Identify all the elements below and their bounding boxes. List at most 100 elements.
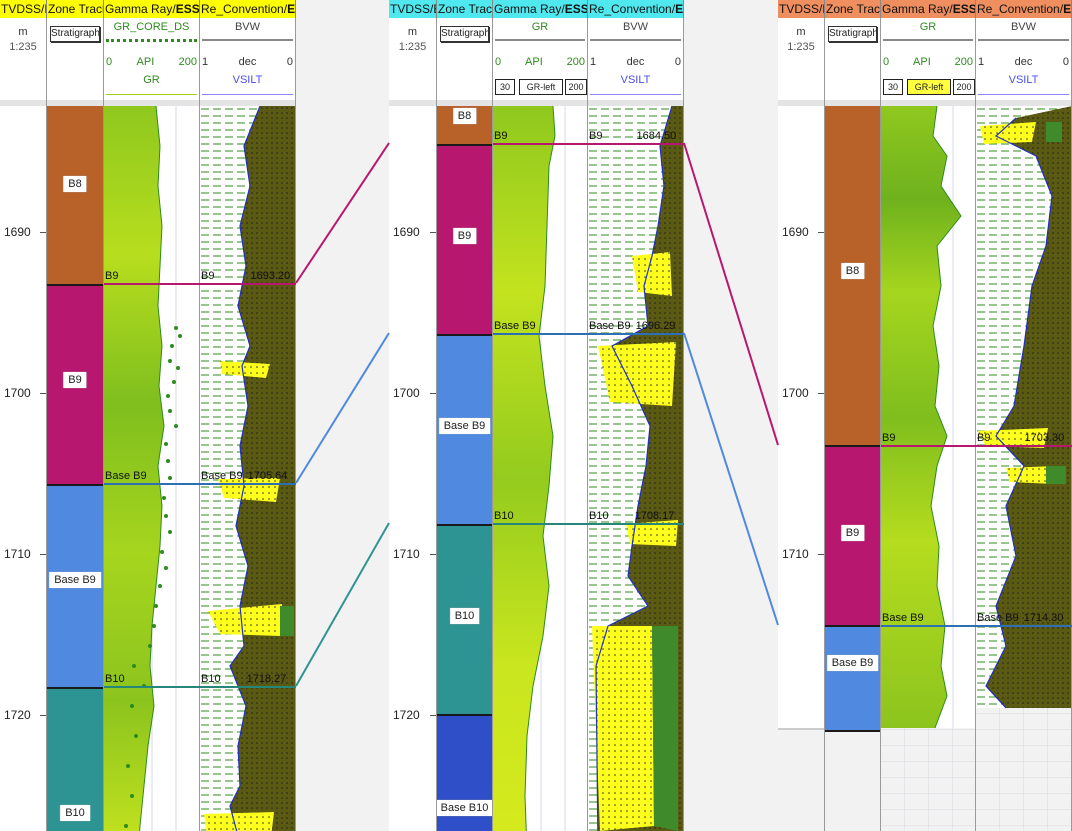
well1-tick-1720 bbox=[40, 715, 46, 716]
well1-top-b9-line[interactable] bbox=[104, 283, 296, 285]
well3-zone-b8[interactable]: B8 bbox=[825, 106, 880, 445]
well2-zone-track[interactable]: Stratigraphy B8 B9 Base B9 B10 Base B10 bbox=[437, 18, 493, 831]
well1-zone-base-b9[interactable]: Base B9 bbox=[47, 484, 103, 687]
well1-zone-base-b9-label: Base B9 bbox=[49, 572, 101, 588]
well3-zone-track[interactable]: Stratigraphy B8 B9 Base B9 bbox=[825, 18, 881, 831]
well2-top-b10-line[interactable] bbox=[493, 523, 684, 525]
well2-zone-b8[interactable]: B8 bbox=[437, 106, 492, 144]
well2-zone-base-b10-label: Base B10 bbox=[437, 800, 492, 816]
well2-top-base-b9-line[interactable] bbox=[493, 333, 684, 335]
well3-vsilt-title[interactable]: Re_Convention/ES bbox=[976, 0, 1072, 18]
well2-vsilt-max: 0 bbox=[674, 56, 681, 68]
well3-depth-scale: 1:235 bbox=[787, 41, 815, 53]
well2-zone-b9[interactable]: B9 bbox=[437, 144, 492, 334]
well1-zone-track[interactable]: Stratigraphy B8 B9 Base B9 B10 bbox=[47, 18, 104, 831]
well1-stratigraphy-box: Stratigraphy bbox=[50, 26, 100, 42]
well1-gr-curve-fill bbox=[104, 106, 182, 831]
well3-depth-title[interactable]: TVDSS/E bbox=[778, 0, 825, 18]
well2-vsilt-title[interactable]: Re_Convention/ESS bbox=[588, 0, 684, 18]
well1-vsilt-title[interactable]: Re_Convention/ES bbox=[200, 0, 296, 18]
well2-top-b9-label: B9 1684.50 bbox=[589, 130, 676, 142]
well1-vsilt-title-well: ES bbox=[287, 2, 296, 16]
well2-gr-max: 200 bbox=[566, 56, 585, 68]
well3-zone-header-divider bbox=[825, 100, 880, 106]
well1-gr-header: GR_CORE_DS 0 API 200 GR bbox=[104, 18, 199, 100]
well3-zone-plot: B8 B9 Base B9 bbox=[825, 106, 880, 831]
well1-vsilt-header: BVW 1 dec 0 VSILT bbox=[200, 18, 295, 100]
well1-vsilt-plot bbox=[200, 106, 295, 831]
well1-depth-1690: 1690 bbox=[4, 225, 31, 239]
well1-depth-track[interactable]: m 1:235 1690 1700 1710 1720 bbox=[0, 18, 47, 831]
well1-gr-curve: GR bbox=[143, 74, 160, 86]
well1-zone-b10[interactable]: B10 bbox=[47, 687, 103, 831]
well1-zone-b9[interactable]: B9 bbox=[47, 284, 103, 484]
well2-top-b10-label-name: B10 bbox=[589, 510, 609, 522]
well2-gr-title-well: ESS_2 bbox=[564, 2, 588, 16]
correlation-gap-2-3 bbox=[684, 0, 778, 831]
well1-bvw-line bbox=[202, 39, 293, 41]
well2-depth-title[interactable]: TVDSS/E bbox=[389, 0, 437, 18]
well1-gr-track[interactable]: GR_CORE_DS 0 API 200 GR bbox=[104, 18, 200, 831]
well1-top-b10-line[interactable] bbox=[104, 686, 296, 688]
well2-vsilt-scale: 1 dec 0 bbox=[590, 56, 681, 68]
well1-depth-title[interactable]: TVDSS/E bbox=[0, 0, 47, 18]
well2-zone-b10[interactable]: B10 bbox=[437, 524, 492, 714]
well2-depth-track[interactable]: m 1:235 1690 1700 1710 1720 bbox=[389, 18, 437, 831]
well3-zone-base-b9[interactable]: Base B9 bbox=[825, 625, 880, 731]
well3-top-b9-label-name: B9 bbox=[977, 432, 991, 444]
well2-top-b9-line[interactable] bbox=[493, 143, 684, 145]
well1-depth-1720: 1720 bbox=[4, 708, 31, 722]
well2-zone-top-b10 bbox=[437, 524, 492, 526]
well2-gr-title[interactable]: Gamma Ray/ESS_2 bbox=[493, 0, 588, 18]
well3-lithology-fill bbox=[976, 106, 1071, 831]
well3-vsilt-scale: 1 dec 0 bbox=[978, 56, 1069, 68]
well3-gr-track[interactable]: GR 0 API 200 30 GR-left 200 bbox=[881, 18, 976, 831]
well3-top-b9-label: B9 1703.30 bbox=[977, 432, 1064, 444]
well3-top-base-b9-line[interactable] bbox=[881, 625, 1072, 627]
well3-top-b9-line[interactable] bbox=[881, 445, 1072, 447]
well3-vsilt-track[interactable]: BVW 1 dec 0 VSILT bbox=[976, 18, 1072, 831]
well1-top-base-b9-label: Base B9 1705.64 bbox=[201, 470, 287, 482]
well3-zone-b9[interactable]: B9 bbox=[825, 445, 880, 625]
well2-vsilt-title-well: ESS bbox=[675, 2, 684, 16]
well3-vsilt-plot bbox=[976, 106, 1071, 831]
well3-gr-max: 200 bbox=[954, 56, 973, 68]
well1-top-base-b9-label-name: Base B9 bbox=[201, 470, 243, 482]
well3-zone-b8-label: B8 bbox=[840, 263, 865, 279]
well1-zone-title[interactable]: Zone Track bbox=[47, 0, 104, 18]
well2-zone-base-b10[interactable]: Base B10 bbox=[437, 714, 492, 831]
well3-vsilt-curve-line bbox=[978, 94, 1069, 95]
well2-vsilt-track[interactable]: BVW 1 dec 0 VSILT bbox=[588, 18, 684, 831]
well3-gr-header: GR 0 API 200 30 GR-left 200 bbox=[881, 18, 975, 100]
well3-stratigraphy-box: Stratigraphy bbox=[828, 26, 877, 42]
well3-gr-title[interactable]: Gamma Ray/ESS_3 bbox=[881, 0, 976, 18]
well1-vsilt-curve: VSILT bbox=[232, 74, 263, 86]
well2-zone-base-b9[interactable]: Base B9 bbox=[437, 334, 492, 524]
well1-top-b10-label-value: 1718.27 bbox=[246, 673, 287, 685]
well3-depth-track[interactable]: m 1:235 1690 1700 1710 bbox=[778, 18, 825, 831]
well1-depth-1700: 1700 bbox=[4, 386, 31, 400]
well1-vsilt-max: 0 bbox=[286, 56, 293, 68]
well3-gr-unit: API bbox=[913, 56, 931, 68]
well3-zone-top-b9 bbox=[825, 445, 880, 447]
well1-depth-plot: 1690 1700 1710 1720 bbox=[0, 106, 46, 831]
well2-stratigraphy-box: Stratigraphy bbox=[440, 26, 489, 42]
well1-top-base-b9-line[interactable] bbox=[104, 483, 296, 485]
well1-gr-title[interactable]: Gamma Ray/ESS_ bbox=[104, 0, 200, 18]
well2-zone-title[interactable]: Zone Track bbox=[437, 0, 493, 18]
well1-zone-header: Stratigraphy bbox=[47, 18, 103, 100]
well1-vsilt-track[interactable]: BVW 1 dec 0 VSILT bbox=[200, 18, 296, 831]
well3-depth-1700: 1700 bbox=[782, 386, 809, 400]
well1-depth-unit: m bbox=[18, 26, 28, 38]
well2-zone-b8-label: B8 bbox=[452, 108, 477, 124]
well3-zone-title[interactable]: Zone Track bbox=[825, 0, 881, 18]
well3-gr-legend-mid: GR-left bbox=[907, 79, 951, 95]
well2-gr-plot bbox=[493, 106, 587, 831]
well2-top-b10-label-value: 1708.17 bbox=[634, 510, 675, 522]
well1-gr-min: 0 bbox=[106, 56, 113, 68]
well2-gr-track[interactable]: GR 0 API 200 30 GR-left 200 bbox=[493, 18, 588, 831]
well3-depth-header-divider bbox=[778, 100, 824, 106]
well1-zone-b8[interactable]: B8 bbox=[47, 106, 103, 284]
well1-top-base-b9-label-value: 1705.64 bbox=[247, 470, 288, 482]
